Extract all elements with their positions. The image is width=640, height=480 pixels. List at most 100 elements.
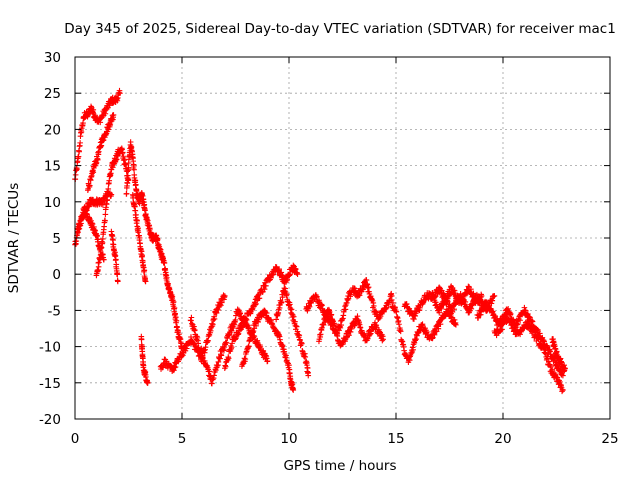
data-point	[397, 328, 404, 335]
data-point	[115, 278, 121, 285]
data-point	[217, 355, 223, 362]
data-point	[262, 309, 269, 316]
y-tick-label: 30	[44, 50, 61, 66]
data-point	[142, 207, 148, 214]
data-point	[483, 299, 490, 305]
data-point	[139, 252, 145, 258]
data-point	[557, 379, 563, 385]
x-tick-label: 5	[178, 431, 187, 447]
data-point	[264, 358, 271, 364]
data-point	[337, 325, 344, 331]
data-point	[305, 372, 312, 379]
y-tick-label: -20	[39, 412, 61, 428]
data-point	[287, 271, 294, 277]
data-point	[188, 314, 195, 321]
data-point	[290, 387, 297, 393]
y-tick-label: 20	[44, 122, 61, 138]
data-point	[94, 157, 101, 163]
data-point	[92, 112, 98, 119]
data-point	[95, 236, 101, 242]
data-point	[293, 323, 300, 330]
data-point	[438, 306, 445, 312]
data-point	[171, 305, 178, 311]
data-point	[255, 316, 262, 323]
data-point	[131, 166, 137, 173]
data-point	[560, 387, 566, 393]
data-point	[102, 211, 109, 218]
data-point	[410, 346, 416, 353]
data-point	[124, 180, 131, 186]
data-point	[104, 196, 111, 203]
data-point	[89, 221, 96, 227]
data-point	[396, 321, 402, 328]
data-point	[86, 182, 93, 189]
data-point	[290, 313, 297, 320]
x-tick-label: 0	[71, 431, 80, 447]
data-point	[138, 248, 145, 255]
data-point	[549, 366, 556, 373]
data-point	[95, 267, 101, 273]
chart-title: Day 345 of 2025, Sidereal Day-to-day VTE…	[64, 21, 616, 37]
data-point	[237, 310, 244, 317]
data-point	[562, 365, 568, 372]
data-point	[205, 338, 211, 344]
data-point	[223, 340, 230, 346]
data-point	[263, 310, 270, 316]
data-point	[241, 320, 248, 327]
data-point	[117, 90, 123, 96]
data-point	[438, 287, 445, 294]
data-point	[78, 220, 84, 227]
data-point	[276, 266, 282, 272]
data-point	[529, 318, 536, 325]
data-point	[218, 352, 225, 359]
data-point	[133, 211, 139, 218]
data-point	[278, 299, 285, 305]
data-point	[130, 193, 137, 199]
data-point	[170, 299, 177, 305]
data-point	[364, 335, 371, 342]
data-point	[180, 352, 186, 359]
data-point	[380, 336, 386, 343]
data-point	[284, 291, 290, 298]
data-point	[320, 322, 327, 328]
data-point	[278, 269, 285, 276]
data-point	[453, 322, 459, 328]
data-point	[393, 309, 400, 315]
data-point	[125, 172, 131, 179]
data-point	[250, 328, 257, 334]
data-points	[72, 87, 568, 395]
y-tick-label: -5	[48, 303, 61, 319]
data-point	[138, 336, 145, 343]
data-point	[347, 329, 354, 335]
y-tick-label: -10	[39, 340, 61, 356]
data-point	[263, 283, 269, 289]
data-point	[202, 344, 209, 350]
data-point	[424, 329, 430, 335]
data-point	[235, 330, 242, 337]
data-point	[286, 272, 293, 279]
data-point	[431, 331, 438, 338]
data-point	[297, 337, 303, 344]
data-point	[370, 303, 377, 309]
data-point	[517, 317, 523, 324]
data-point	[141, 267, 148, 274]
data-point	[110, 112, 117, 118]
y-tick-label: -15	[39, 376, 61, 392]
data-point	[113, 256, 119, 263]
data-point	[80, 120, 86, 126]
x-tick-label: 10	[280, 431, 297, 447]
data-point	[548, 363, 554, 370]
data-point	[436, 309, 443, 316]
data-point	[230, 325, 237, 331]
data-point	[134, 218, 140, 224]
data-point	[75, 153, 82, 160]
data-point	[544, 353, 551, 360]
data-point	[93, 159, 100, 166]
data-point	[136, 235, 143, 241]
y-axis-label: SDTVAR / TECUs	[6, 183, 22, 293]
data-point	[478, 293, 485, 299]
x-tick-label: 25	[601, 431, 618, 447]
data-point	[288, 306, 295, 313]
data-point	[507, 311, 514, 317]
data-point	[435, 325, 442, 332]
